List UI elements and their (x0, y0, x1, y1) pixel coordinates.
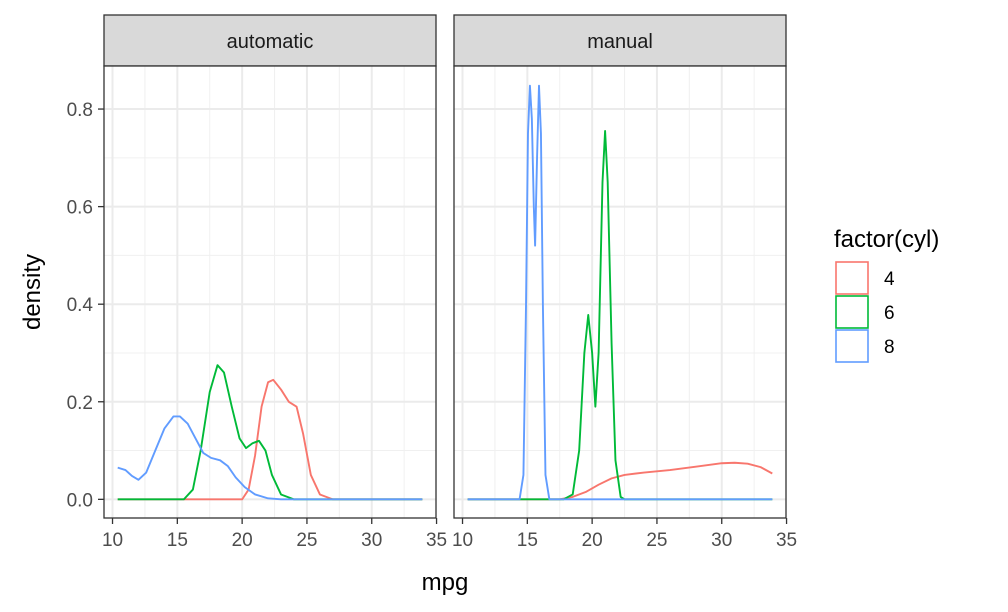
x-tick-label: 20 (582, 530, 603, 551)
y-tick-label: 0.4 (67, 295, 94, 316)
density-line-cyl-4 (467, 461, 773, 501)
strip-label-manual: manual (587, 31, 653, 53)
x-tick-label: 15 (167, 530, 188, 551)
density-line-cyl-8 (117, 415, 423, 501)
x-tick-label: 20 (232, 530, 253, 551)
x-axis-manual: 10 15 20 25 30 35 (452, 518, 797, 551)
y-axis: 0.0 0.2 0.4 0.6 0.8 (67, 100, 104, 511)
x-tick-label: 35 (776, 530, 797, 551)
y-axis-title: density (19, 254, 46, 330)
x-tick-label: 15 (517, 530, 538, 551)
grid-automatic (104, 66, 436, 518)
density-line-cyl-6 (467, 130, 773, 501)
panel-border-automatic (103, 65, 437, 519)
legend-title: factor(cyl) (834, 226, 939, 253)
x-axis-automatic: 10 15 20 25 30 35 (102, 518, 447, 551)
x-tick-label: 25 (296, 530, 317, 551)
panel-automatic: automatic 10 15 20 25 30 35 (102, 14, 447, 551)
x-tick-label: 25 (646, 530, 667, 551)
legend-key-6 (835, 295, 869, 329)
legend-label-8: 8 (884, 337, 895, 358)
y-tick-label: 0.0 (67, 490, 93, 511)
density-lines-manual (467, 84, 773, 501)
panel-manual: manual 10 15 20 25 30 35 (452, 14, 797, 551)
density-line-cyl-6 (117, 364, 423, 501)
panel-background (454, 66, 786, 518)
legend-key-8 (835, 329, 869, 363)
x-tick-label: 30 (361, 530, 382, 551)
x-tick-label: 35 (426, 530, 447, 551)
x-tick-label: 30 (711, 530, 732, 551)
x-tick-label: 10 (102, 530, 123, 551)
density-line-cyl-8 (467, 84, 773, 501)
density-line-cyl-4 (117, 378, 423, 501)
density-lines-automatic (117, 364, 423, 501)
x-axis-title: mpg (422, 569, 469, 596)
panel-border-manual (453, 65, 787, 519)
legend-keys: 4 6 8 (835, 261, 895, 363)
legend-key-4 (835, 261, 869, 295)
x-tick-label: 10 (452, 530, 473, 551)
strip-automatic (103, 14, 437, 67)
legend-label-6: 6 (884, 303, 895, 324)
grid-manual (454, 66, 786, 518)
legend-label-4: 4 (884, 269, 895, 290)
strip-label-automatic: automatic (227, 31, 314, 53)
y-tick-label: 0.8 (67, 100, 93, 121)
y-tick-label: 0.2 (67, 393, 93, 414)
y-tick-label: 0.6 (67, 198, 93, 219)
legend: factor(cyl) 4 6 8 (834, 226, 939, 363)
